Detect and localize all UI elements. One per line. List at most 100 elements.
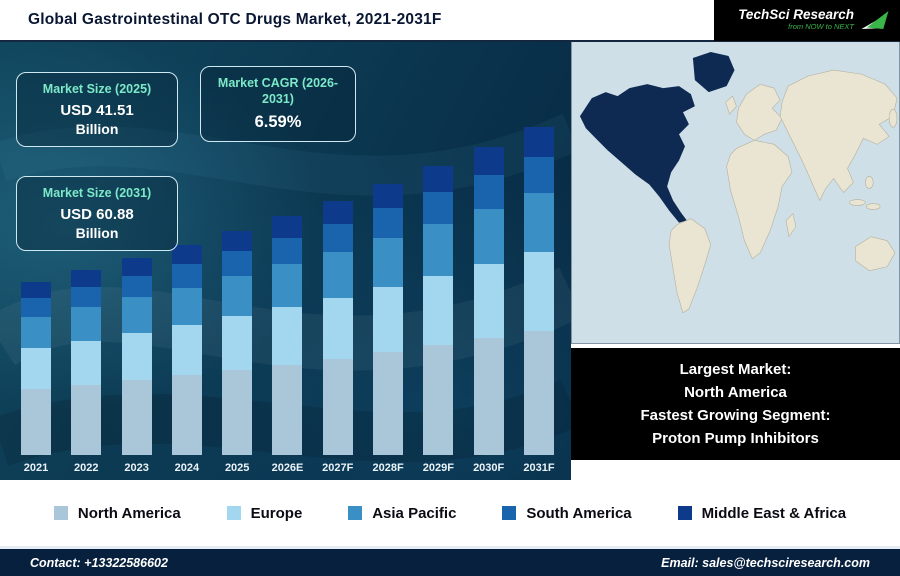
stacked-bar-2023 xyxy=(121,257,152,455)
stacked-bar-2022 xyxy=(71,270,102,455)
x-axis-label: 2025 xyxy=(224,462,250,474)
bar-segment-europe xyxy=(423,275,454,346)
world-map xyxy=(571,42,900,344)
bar-segment-middle-east-africa xyxy=(171,245,202,265)
x-axis-label: 2028F xyxy=(372,462,404,474)
bar-segment-europe xyxy=(373,286,404,353)
bar-segment-asia-pacific xyxy=(272,264,303,308)
region-indonesia xyxy=(866,203,881,210)
contact-text: Contact: +13322586602 xyxy=(30,555,168,570)
bar-segment-europe xyxy=(523,252,554,331)
techsci-logo: TechSci Research from NOW to NEXT xyxy=(714,0,900,41)
region-north-america xyxy=(579,84,695,223)
bar-segment-middle-east-africa xyxy=(473,147,504,175)
legend-swatch xyxy=(53,506,68,520)
stat-label: Market Size (2031) xyxy=(42,186,152,200)
bar-column: 2027F xyxy=(316,201,360,474)
region-south-america xyxy=(668,218,712,314)
region-indonesia xyxy=(849,199,866,206)
legend-item-north-america: North America xyxy=(53,504,181,522)
bar-segment-south-america xyxy=(71,286,102,308)
header: Global Gastrointestinal OTC Drugs Market… xyxy=(0,0,900,42)
legend-swatch xyxy=(348,506,363,520)
stat-unit: Billion xyxy=(75,224,119,241)
bar-segment-south-america xyxy=(222,250,253,276)
bar-segment-asia-pacific xyxy=(473,208,504,265)
bar-segment-south-america xyxy=(121,275,152,298)
stacked-bar-2021 xyxy=(21,282,51,455)
bar-column: 2031F xyxy=(517,127,561,474)
x-axis-label: 2021 xyxy=(23,462,49,474)
bar-segment-north-america xyxy=(222,369,253,455)
legend-label: North America xyxy=(77,504,181,522)
bar-segment-middle-east-africa xyxy=(121,257,152,276)
bar-segment-south-america xyxy=(423,192,454,224)
bar-segment-europe xyxy=(171,325,202,376)
stacked-bar-chart: 2021 2022 2023 2024 2025 2026E 2027F 2028F 2029F… xyxy=(14,108,561,474)
legend-swatch xyxy=(677,506,692,520)
stacked-bar-2025 xyxy=(222,230,253,455)
right-column: Largest Market: North America Fastest Gr… xyxy=(571,42,900,480)
bar-segment-asia-pacific xyxy=(21,316,51,348)
bar-column: 2021 xyxy=(14,282,58,474)
bar-segment-asia-pacific xyxy=(171,287,202,326)
stat-label: Market Size (2025) xyxy=(42,82,152,96)
region-greenland xyxy=(692,52,735,93)
region-japan xyxy=(888,108,898,128)
stacked-bar-2026e xyxy=(272,216,303,455)
bar-segment-north-america xyxy=(523,330,554,455)
bar-segment-europe xyxy=(71,340,102,385)
x-axis-label: 2027F xyxy=(322,462,354,474)
bar-segment-north-america xyxy=(272,364,303,455)
stat-box-market-size-2025: Market Size (2025) USD 41.51 Billion xyxy=(16,72,178,147)
stacked-bar-2029f xyxy=(423,166,454,455)
region-africa xyxy=(726,140,793,260)
bar-segment-asia-pacific xyxy=(373,237,404,287)
email-text: Email: sales@techsciresearch.com xyxy=(661,555,870,570)
bar-column: 2023 xyxy=(115,257,159,474)
page-title: Global Gastrointestinal OTC Drugs Market… xyxy=(28,11,442,28)
bar-segment-europe xyxy=(473,264,504,339)
bar-segment-north-america xyxy=(322,358,353,455)
bar-segment-middle-east-africa xyxy=(423,166,454,193)
callout-line: Fastest Growing Segment: xyxy=(640,407,831,424)
x-axis-label: 2026E xyxy=(271,462,304,474)
chart-legend: North America Europe Asia Pacific South Ame… xyxy=(0,480,900,546)
x-axis-label: 2022 xyxy=(74,462,99,474)
bar-segment-south-america xyxy=(272,237,303,265)
bar-segment-middle-east-africa xyxy=(322,201,353,224)
bar-segment-europe xyxy=(322,297,353,359)
region-asia xyxy=(779,69,898,202)
region-australia xyxy=(855,236,896,272)
map-callout: Largest Market: North America Fastest Gr… xyxy=(571,348,900,460)
x-axis-label: 2024 xyxy=(174,462,200,474)
callout-line: Largest Market: xyxy=(679,360,792,378)
arrow-icon xyxy=(861,11,889,29)
x-axis-label: 2030F xyxy=(473,462,505,474)
bar-column: 2029F xyxy=(416,166,460,474)
stacked-bar-2031f xyxy=(523,127,554,455)
stat-box-market-size-2031: Market Size (2031) USD 60.88 Billion xyxy=(16,176,178,251)
bar-segment-south-america xyxy=(21,297,51,317)
bar-segment-middle-east-africa xyxy=(21,282,51,298)
x-axis-label: 2031F xyxy=(523,462,555,474)
bar-segment-north-america xyxy=(373,352,404,455)
bar-segment-south-america xyxy=(322,223,353,252)
bar-column: 2022 xyxy=(64,270,108,474)
bar-segment-north-america xyxy=(423,345,454,455)
bar-column: 2026E xyxy=(265,216,309,474)
region-madagascar xyxy=(785,212,797,238)
bar-segment-asia-pacific xyxy=(121,297,152,333)
legend-swatch xyxy=(226,506,241,520)
logo-name: TechSci Research xyxy=(738,7,854,23)
stat-value: 6.59% xyxy=(254,113,302,132)
bar-segment-middle-east-africa xyxy=(523,127,554,157)
bar-segment-asia-pacific xyxy=(71,307,102,341)
bar-segment-north-america xyxy=(121,380,152,455)
stat-value: USD 60.88 xyxy=(60,205,134,223)
bar-segment-europe xyxy=(222,316,253,370)
bar-column: 2030F xyxy=(467,147,511,474)
stat-label: Market CAGR (2026-2031) xyxy=(217,76,339,106)
legend-label: Europe xyxy=(250,504,303,522)
